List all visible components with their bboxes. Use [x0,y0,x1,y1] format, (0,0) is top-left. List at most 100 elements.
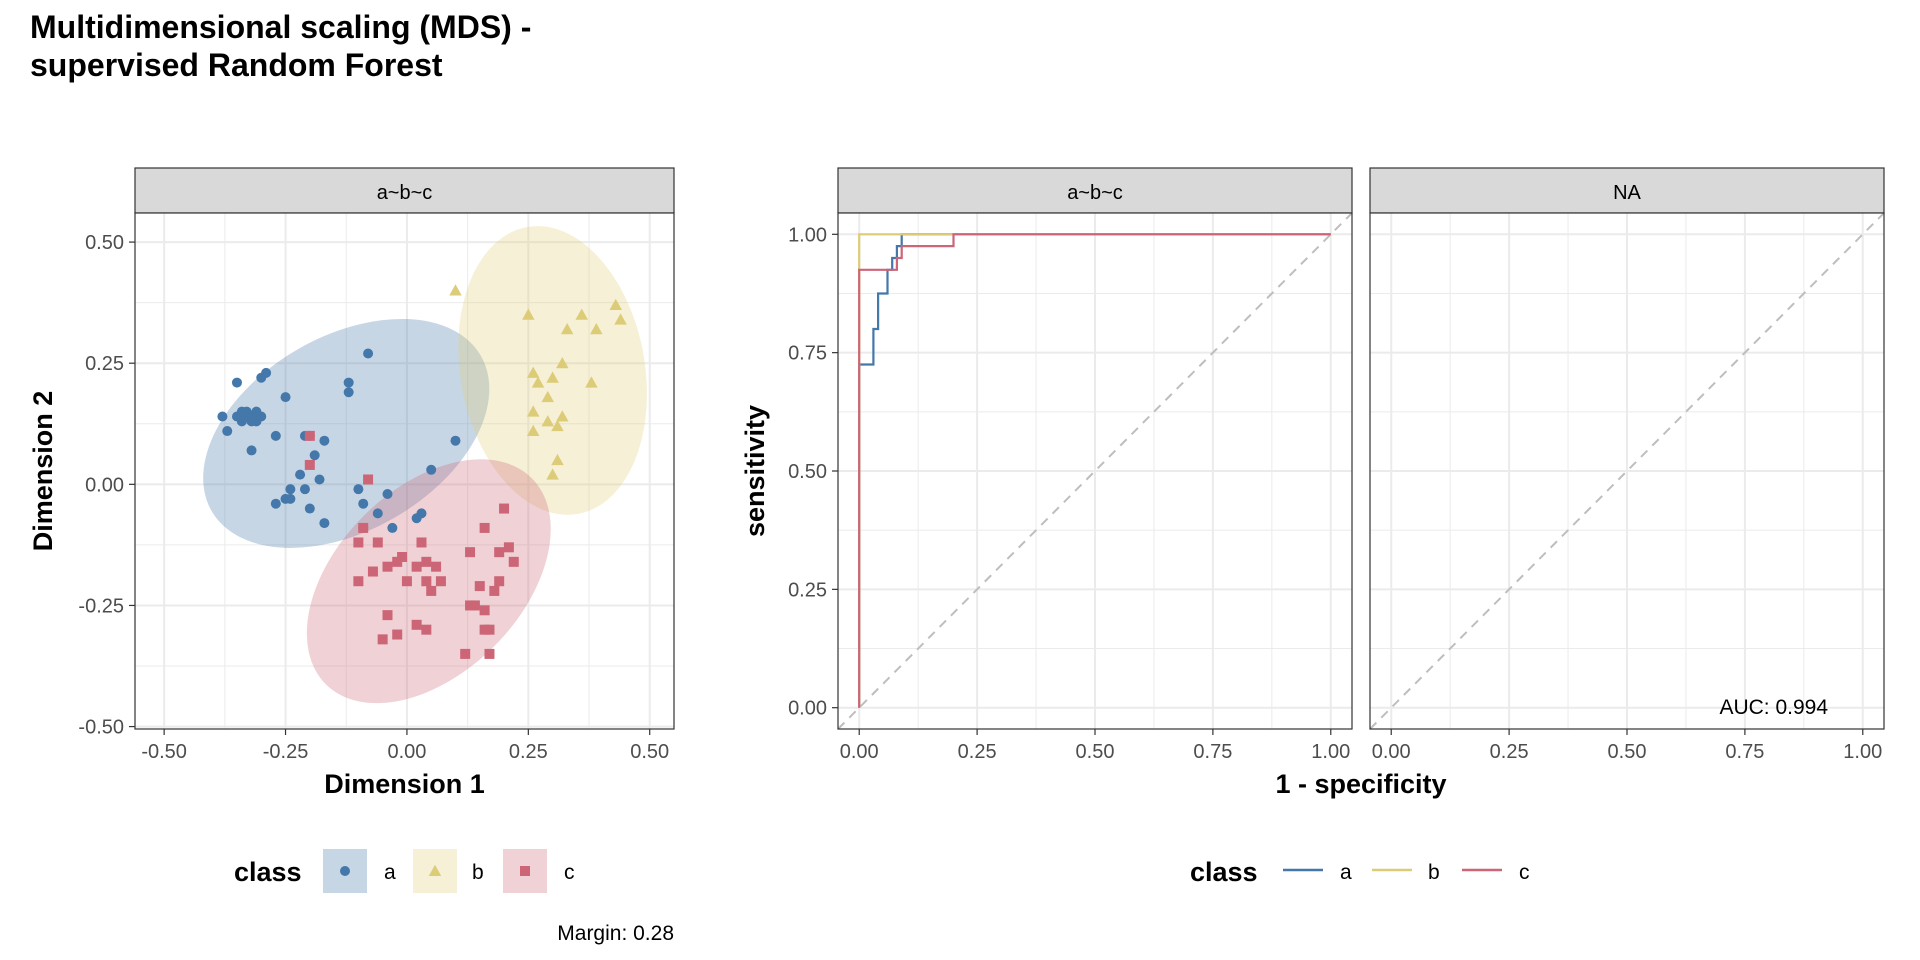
legend-key-c [503,849,547,893]
data-point-a [343,387,354,398]
x-tick-label: -0.50 [141,741,187,763]
data-point-c [421,576,432,587]
legend-label: c [564,861,575,884]
x-tick-label: 0.25 [958,741,997,763]
data-point-a [353,484,364,495]
data-point-a [363,348,374,359]
facet-strip-label: NA [1613,182,1641,204]
data-point-c [479,522,490,533]
data-point-a [314,474,325,485]
auc-annotation: AUC: 0.994 [1719,696,1828,719]
legend-label: c [1519,861,1530,884]
y-tick-label: -0.25 [78,595,124,617]
confidence-ellipse-b [458,226,647,515]
x-tick-label: -0.25 [263,741,309,763]
data-point-b [614,313,627,325]
x-tick-label: 0.00 [840,741,879,763]
legend-symbol [340,866,350,876]
data-point-a [358,498,369,509]
x-tick-label: 0.75 [1725,741,1764,763]
data-point-c [484,624,495,635]
data-point-c [358,522,369,533]
data-point-a [217,411,228,422]
data-point-b [556,410,569,422]
x-tick-label: 1.00 [1311,741,1350,763]
data-point-c [367,566,378,577]
data-point-b [541,390,554,403]
x-axis-label: Dimension 1 [324,769,485,799]
data-point-c [401,576,412,587]
legend-label: a [384,861,396,884]
data-point-b [449,284,462,296]
x-tick-label: 0.75 [1193,741,1232,763]
y-tick-label: -0.50 [78,717,124,739]
data-point-c [426,585,437,596]
data-point-b [575,308,588,320]
data-point-c [353,576,364,587]
margin-annotation: Margin: 0.28 [557,922,674,945]
legend-symbol [428,864,442,876]
data-point-c [411,619,422,630]
data-point-c [382,610,393,621]
data-point-c [465,547,476,558]
data-point-a [285,493,296,504]
data-point-a [450,435,461,446]
data-point-a [222,426,233,437]
data-point-c [431,561,442,572]
data-point-c [465,600,476,611]
data-point-a [319,435,330,446]
data-point-a [270,430,281,441]
data-point-a [382,489,393,500]
data-point-c [508,556,519,567]
data-point-a [295,469,306,480]
chart-title: Multidimensional scaling (MDS) - supervi… [30,9,532,83]
data-point-a [280,392,291,403]
y-axis-label: sensitivity [740,405,770,537]
legend-key-b [413,849,457,893]
data-point-c [503,542,514,553]
data-point-c [479,605,490,616]
y-tick-label: 0.00 [788,698,827,720]
data-point-a [261,367,272,378]
x-tick-label: 0.00 [1372,741,1411,763]
data-point-a [270,498,281,509]
legend-label: b [472,861,484,884]
data-point-b [522,308,535,320]
y-tick-label: 0.25 [85,353,124,375]
x-tick-label: 1.00 [1843,741,1882,763]
data-point-a [411,513,422,524]
x-tick-label: 0.50 [1076,741,1115,763]
data-point-c [363,474,374,485]
data-point-c [474,581,485,592]
facet-strip-label: a~b~c [1067,182,1123,204]
y-tick-label: 0.50 [85,232,124,254]
data-point-a [304,503,315,514]
data-point-b [546,371,559,383]
data-point-a [309,450,320,461]
data-point-a [231,377,242,388]
data-point-a [343,377,354,388]
data-point-c [411,561,422,572]
data-point-c [489,585,500,596]
facet-strip [837,167,1353,214]
x-tick-label: 0.25 [509,741,548,763]
data-point-a [246,445,257,456]
data-point-b [531,376,545,388]
data-point-c [382,561,393,572]
data-point-c [460,648,471,659]
y-tick-label: 1.00 [788,224,827,246]
data-point-c [304,459,315,470]
data-point-c [372,537,383,548]
data-point-c [353,537,364,548]
data-point-a [256,411,267,422]
data-point-a [231,411,242,422]
data-point-b [526,424,540,437]
mds-layer [203,226,647,704]
legend-title: class [1190,857,1258,887]
data-point-a [372,508,383,519]
data-point-c [494,547,505,558]
data-point-b [551,453,564,466]
data-point-b [551,419,564,432]
confidence-ellipse-a [203,318,490,548]
data-point-a [319,518,330,529]
